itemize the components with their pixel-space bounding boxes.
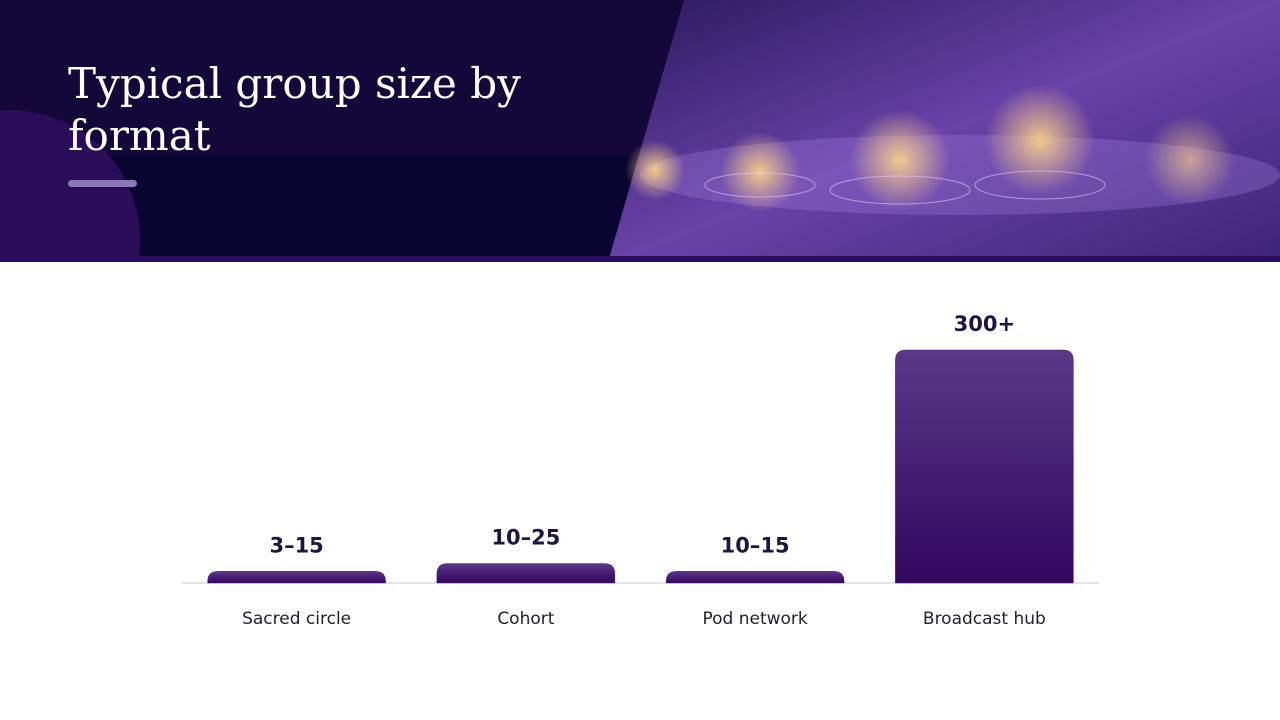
x-tick-label: Sacred circle — [242, 609, 351, 629]
bar — [207, 571, 386, 584]
bar — [665, 571, 845, 584]
x-tick-label: Broadcast hub — [923, 609, 1046, 629]
value-label: 3–15 — [269, 533, 323, 557]
value-label: 300+ — [954, 312, 1015, 336]
x-tick-label: Cohort — [497, 609, 554, 629]
value-label: 10–25 — [491, 526, 560, 550]
value-label: 10–15 — [721, 533, 790, 557]
x-tick-label: Pod network — [702, 609, 807, 629]
slide-title: Typical group size by format — [68, 59, 521, 160]
bar — [895, 349, 1074, 584]
bar — [436, 563, 616, 584]
chart: 3–15 Sacred circle 10–25 Cohort 10–15 Pod net… — [182, 312, 1099, 629]
header-banner — [0, 0, 1280, 262]
